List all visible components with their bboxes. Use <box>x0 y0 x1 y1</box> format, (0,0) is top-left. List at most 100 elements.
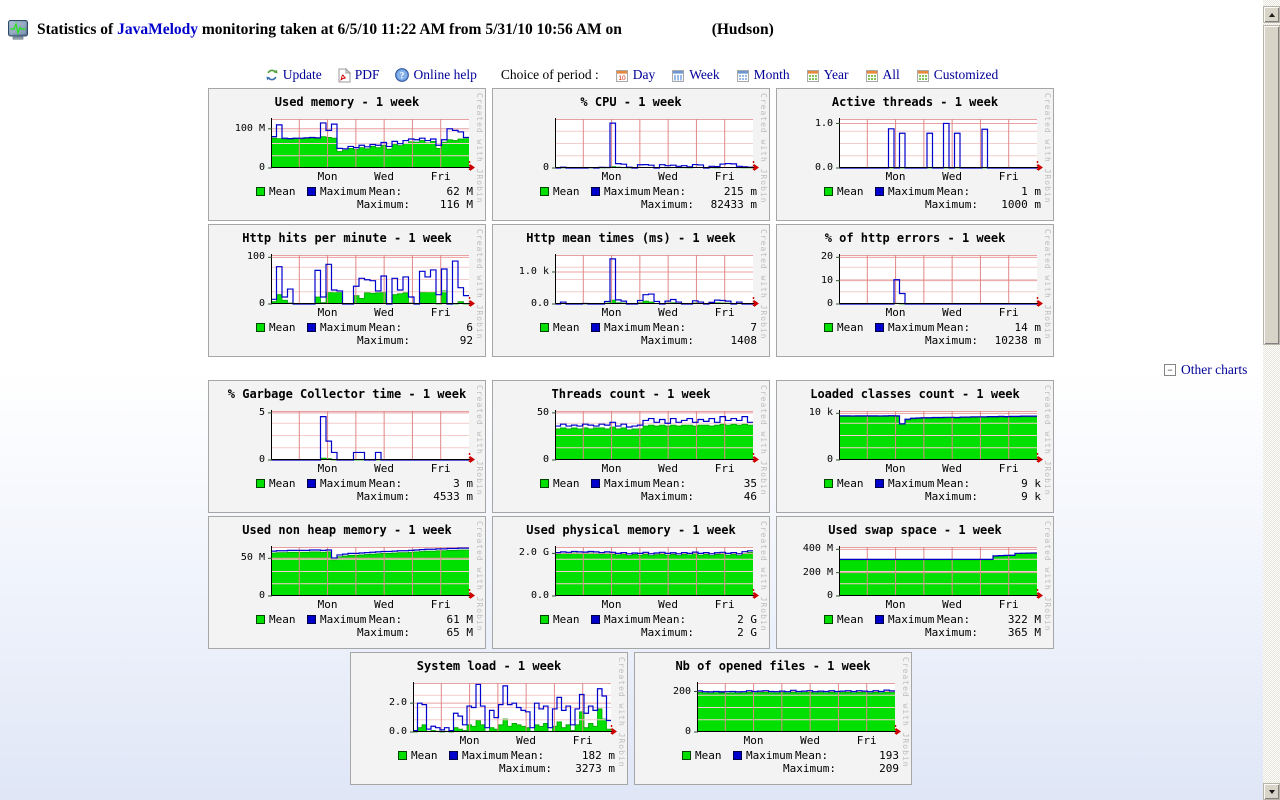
maximum-value: 10238 m <box>994 334 1041 347</box>
calendar-day-icon: 10 <box>615 68 629 83</box>
chart-plot-svg <box>552 546 759 599</box>
y-axis-label: 0 <box>826 454 833 465</box>
javamelody-link[interactable]: JavaMelody <box>117 21 199 38</box>
period-year-link[interactable]: Year <box>806 67 849 83</box>
scrollbar-up-button[interactable] <box>1263 6 1280 23</box>
chart-image-garbage-collector-time[interactable] <box>268 410 475 463</box>
y-axis-label: 2.0 G <box>518 547 549 559</box>
maximum-value: 9 k <box>1021 490 1041 503</box>
mean-swatch-icon <box>824 323 833 332</box>
chart-image-nb-of-opened-files[interactable] <box>694 682 901 735</box>
chart-image-http-mean-times-ms[interactable] <box>552 254 759 307</box>
toolbar-item-label: Week <box>689 67 720 82</box>
chart-image-threads-count[interactable] <box>552 410 759 463</box>
svg-text:10: 10 <box>618 75 626 82</box>
toolbar-item-label: Online help <box>413 67 477 82</box>
pdf-link[interactable]: PDF <box>338 67 379 83</box>
x-axis-label: Wed <box>374 170 395 183</box>
calendar-month-icon <box>736 68 750 83</box>
chart-plot-svg <box>836 410 1043 463</box>
chart-title: % CPU - 1 week <box>580 95 682 109</box>
legend-maximum-label: Maximum <box>604 613 651 626</box>
jrobin-watermark: Created with JRobin <box>475 521 484 632</box>
chart-image-active-threads[interactable] <box>836 118 1043 171</box>
online-help-link[interactable]: ? Online help <box>395 67 477 83</box>
maximum-swatch-icon <box>449 751 458 760</box>
mean-swatch-icon <box>256 187 265 196</box>
y-axis-label: 0.0 <box>388 726 407 737</box>
y-axis-label: 0.0 <box>814 162 833 173</box>
maximum-caption: Maximum: <box>641 626 694 639</box>
mean-swatch-icon <box>540 615 549 624</box>
mean-caption: Mean: <box>369 321 403 334</box>
maximum-value: 4533 m <box>433 490 473 503</box>
maximum-value: 3273 m <box>575 762 615 775</box>
chart-image-loaded-classes-count[interactable] <box>836 410 1043 463</box>
x-axis-label: Mon <box>601 462 622 475</box>
calendar-customized-icon <box>916 68 930 83</box>
mean-value: 6 <box>466 321 473 334</box>
chart-title: Nb of opened files - 1 week <box>675 659 871 673</box>
x-axis-label: Fri <box>430 598 451 611</box>
legend-maximum-label: Maximum <box>746 749 793 762</box>
legend-mean-label: Mean <box>553 185 580 198</box>
x-axis-label: Fri <box>998 462 1019 475</box>
collapse-minus-icon: − <box>1164 364 1176 376</box>
maximum-value: 2 G <box>737 626 757 639</box>
chart-image-http-hits-per-minute[interactable] <box>268 254 475 307</box>
chart-image-used-swap-space[interactable] <box>836 546 1043 599</box>
x-axis-label: Fri <box>714 306 735 319</box>
x-axis-label: Wed <box>658 306 679 319</box>
up-arrow-icon <box>1268 12 1275 17</box>
chart-image-used-memory[interactable] <box>268 118 475 171</box>
maximum-swatch-icon <box>307 479 316 488</box>
x-axis-label: Fri <box>998 306 1019 319</box>
chart-plot-svg <box>694 682 901 735</box>
x-axis-label: Fri <box>714 462 735 475</box>
legend-maximum-label: Maximum <box>320 321 367 334</box>
chart-image-used-physical-memory[interactable] <box>552 546 759 599</box>
x-axis-label: Wed <box>942 306 963 319</box>
jrobin-watermark: Created with JRobin <box>1043 229 1052 340</box>
period-week-link[interactable]: Week <box>671 67 720 83</box>
maximum-swatch-icon <box>875 615 884 624</box>
y-axis-label: 0 <box>258 454 265 465</box>
chart-image-cpu[interactable] <box>552 118 759 171</box>
scrollbar-thumb[interactable] <box>1263 25 1280 345</box>
mean-swatch-icon <box>540 479 549 488</box>
x-axis-label: Wed <box>658 170 679 183</box>
chart-image-used-non-heap-memory[interactable] <box>268 546 475 599</box>
legend-maximum-label: Maximum <box>462 749 509 762</box>
chart-image-system-load[interactable] <box>410 682 617 735</box>
chart-panel-system-load: System load - 1 week Created with JRobin 2… <box>350 652 628 785</box>
page-title: Statistics of JavaMelody monitoring take… <box>37 21 774 39</box>
period-month-link[interactable]: Month <box>736 67 790 83</box>
vertical-scrollbar[interactable] <box>1263 0 1280 800</box>
maximum-swatch-icon <box>307 187 316 196</box>
legend-mean-label: Mean <box>837 321 864 334</box>
maximum-caption: Maximum: <box>641 198 694 211</box>
chart-plot-svg <box>836 546 1043 599</box>
period-customized-link[interactable]: Customized <box>916 67 998 83</box>
mean-caption: Mean: <box>937 613 971 626</box>
x-axis-label: Mon <box>317 170 338 183</box>
y-axis-label: 100 <box>246 251 265 263</box>
period-all-link[interactable]: All <box>865 67 900 83</box>
chart-panel-http-hits-per-minute: Http hits per minute - 1 week Created wit… <box>208 224 486 357</box>
calendar-week-icon <box>671 68 685 83</box>
period-day-link[interactable]: 10 Day <box>615 67 655 83</box>
scrollbar-down-button[interactable] <box>1263 783 1280 800</box>
chart-title: Loaded classes count - 1 week <box>810 387 1020 401</box>
maximum-caption: Maximum: <box>925 626 978 639</box>
mean-swatch-icon <box>256 323 265 332</box>
mean-value: 62 M <box>446 185 474 198</box>
legend-mean-label: Mean <box>269 321 296 334</box>
maximum-swatch-icon <box>591 615 600 624</box>
other-charts-link[interactable]: − Other charts <box>1164 362 1247 378</box>
jrobin-watermark: Created with JRobin <box>759 93 768 204</box>
chart-panel-used-non-heap-memory: Used non heap memory - 1 week Created wit… <box>208 516 486 649</box>
update-link[interactable]: Update <box>265 67 322 83</box>
x-axis-label: Wed <box>658 462 679 475</box>
chart-image-of-http-errors[interactable] <box>836 254 1043 307</box>
